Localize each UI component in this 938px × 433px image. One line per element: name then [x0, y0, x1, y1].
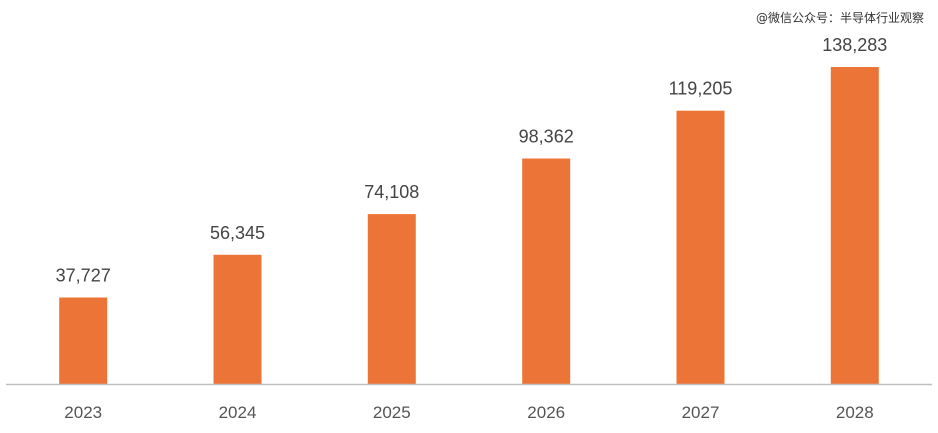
bar-2025 [367, 214, 416, 384]
bar-2028 [830, 67, 879, 384]
bar-2026 [522, 158, 571, 384]
bar-2023 [59, 297, 108, 384]
x-tick-label-2026: 2026 [527, 403, 565, 422]
bars-group [59, 67, 879, 384]
value-label-2024: 56,345 [210, 223, 265, 243]
watermark: @微信公众号：半导体行业观察 [755, 11, 924, 25]
bar-2024 [213, 254, 262, 384]
x-tick-labels-group: 2023 2024 2025 2026 2027 2028 [64, 403, 873, 422]
value-labels-group: 37,727 56,345 74,108 98,362 119,205 138,283 [56, 35, 888, 286]
x-tick-label-2024: 2024 [219, 403, 257, 422]
value-label-2028: 138,283 [822, 35, 887, 55]
x-tick-label-2025: 2025 [373, 403, 411, 422]
x-tick-label-2023: 2023 [64, 403, 102, 422]
value-label-2023: 37,727 [56, 266, 111, 286]
x-tick-label-2028: 2028 [836, 403, 874, 422]
value-label-2025: 74,108 [364, 182, 419, 202]
x-tick-label-2027: 2027 [682, 403, 720, 422]
value-label-2027: 119,205 [669, 79, 733, 99]
value-label-2026: 98,362 [519, 127, 574, 147]
bar-2027 [676, 110, 725, 384]
